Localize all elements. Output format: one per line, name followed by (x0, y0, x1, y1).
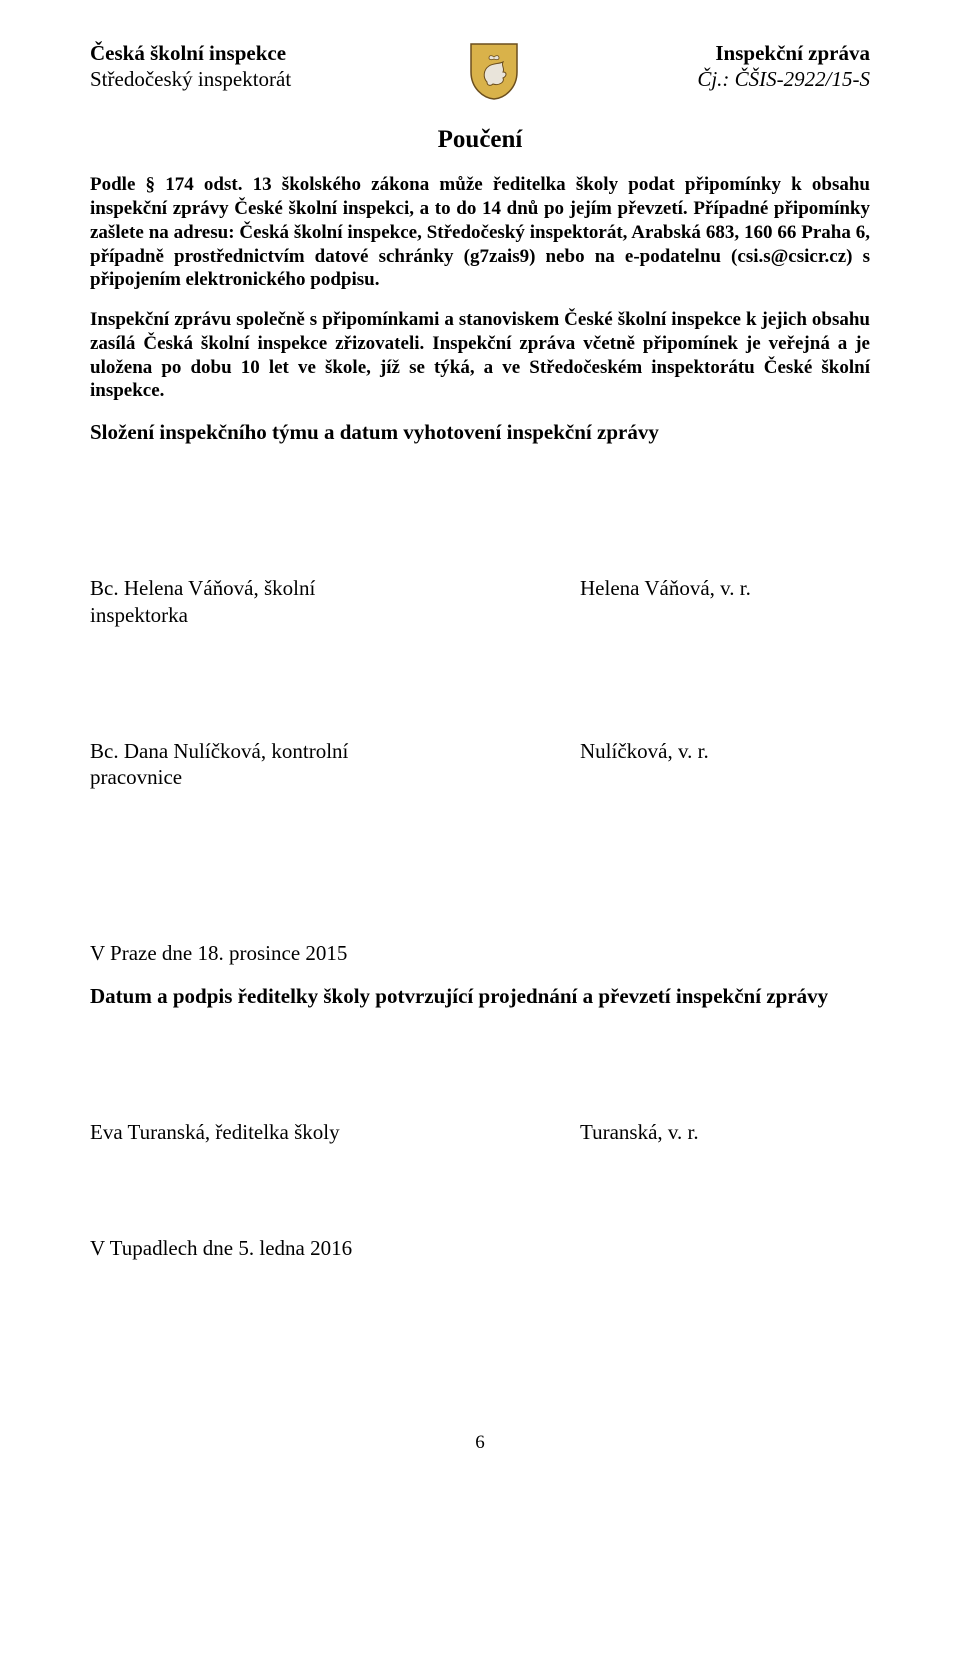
controller-signature: Nulíčková, v. r. (380, 738, 870, 791)
director-signature-row: Eva Turanská, ředitelka školy Turanská, … (90, 1119, 870, 1145)
header-left: Česká školní inspekce Středočeský inspek… (90, 40, 291, 93)
page-title: Poučení (90, 124, 870, 155)
header-emblem (469, 40, 519, 100)
org-name: Česká školní inspekce (90, 40, 291, 66)
page: Česká školní inspekce Středočeský inspek… (0, 0, 960, 1662)
page-number: 6 (90, 1431, 870, 1455)
inspector-name: Bc. Helena Váňová, školní inspektorka (90, 575, 380, 628)
issue-date: V Praze dne 18. prosince 2015 (90, 940, 870, 966)
inspector-signature: Helena Váňová, v. r. (380, 575, 870, 628)
org-subunit: Středočeský inspektorát (90, 66, 291, 92)
header-right: Inspekční zpráva Čj.: ČŠIS-2922/15-S (697, 40, 870, 93)
instruction-paragraph-2: Inspekční zprávu společně s připomínkami… (90, 308, 870, 403)
team-heading: Složení inspekčního týmu a datum vyhotov… (90, 419, 870, 445)
receipt-date: V Tupadlech dne 5. ledna 2016 (90, 1235, 870, 1261)
director-signature: Turanská, v. r. (380, 1119, 870, 1145)
instruction-paragraph-1: Podle § 174 odst. 13 školského zákona mů… (90, 173, 870, 292)
director-name: Eva Turanská, ředitelka školy (90, 1119, 380, 1145)
coat-of-arms-icon (469, 42, 519, 100)
doc-ref: Čj.: ČŠIS-2922/15-S (697, 66, 870, 92)
page-header: Česká školní inspekce Středočeský inspek… (90, 40, 870, 100)
signature-row-2: Bc. Dana Nulíčková, kontrolní pracovnice… (90, 738, 870, 791)
confirm-heading: Datum a podpis ředitelky školy potvrzují… (90, 983, 870, 1009)
controller-name: Bc. Dana Nulíčková, kontrolní pracovnice (90, 738, 380, 791)
doc-type: Inspekční zpráva (697, 40, 870, 66)
signature-row-1: Bc. Helena Váňová, školní inspektorka He… (90, 575, 870, 628)
